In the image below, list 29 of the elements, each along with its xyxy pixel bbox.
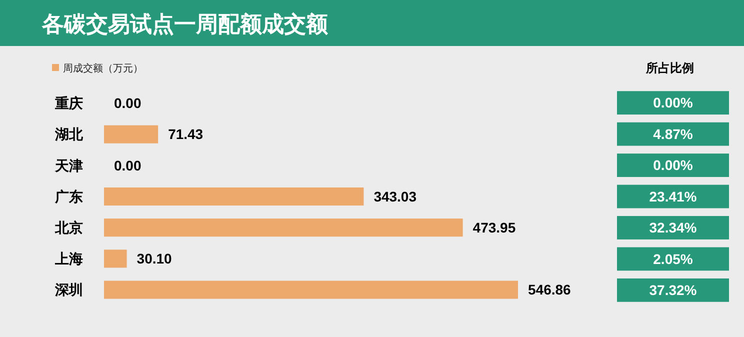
text: 37.32% (649, 282, 698, 298)
data-label: 0.00 (114, 157, 142, 174)
chart-title: 各碳交易试点一周配额成交额 (41, 12, 329, 38)
legend-label: 周成交额（万元） (63, 62, 143, 74)
data-label: 546.86 (528, 282, 572, 298)
bar (104, 218, 463, 237)
y-tick-label: 重庆 (54, 95, 83, 112)
data-label: 473.95 (472, 219, 516, 236)
y-tick-label: 湖北 (54, 127, 84, 144)
data-label: 30.10 (136, 250, 172, 267)
bar (104, 280, 518, 299)
y-tick-label: 天津 (54, 158, 83, 174)
y-tick-label: 深圳 (54, 282, 83, 299)
y-tick-label: 北京 (54, 219, 83, 236)
text: 32.34% (649, 220, 698, 236)
bar (104, 187, 364, 206)
text: 所占比例 (645, 61, 694, 76)
data-label: 0.00 (114, 95, 142, 112)
data-label: 71.43 (168, 126, 204, 142)
text: 4.87% (653, 126, 694, 142)
bar (104, 125, 158, 144)
text: 23.41% (649, 188, 698, 204)
y-tick-label: 上海 (54, 252, 83, 268)
text: 0.00% (653, 94, 694, 111)
y-tick-label: 广东 (54, 188, 83, 206)
data-label: 343.03 (374, 188, 417, 204)
bar (104, 250, 127, 268)
text: 0.00% (653, 157, 694, 174)
text: 2.05% (653, 250, 694, 267)
